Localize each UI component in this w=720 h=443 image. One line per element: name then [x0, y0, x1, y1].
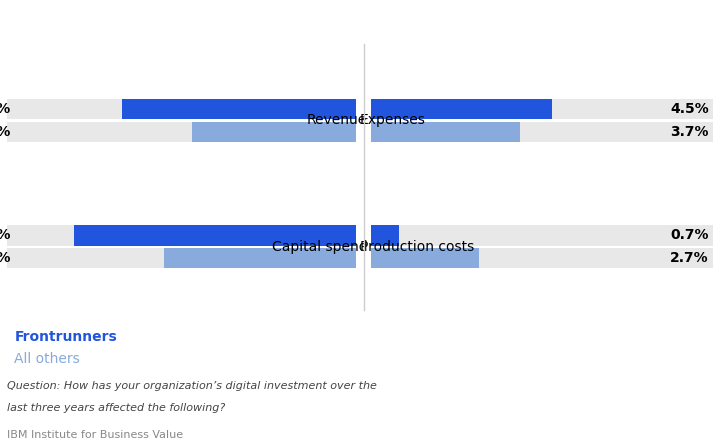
Bar	[73, 225, 356, 245]
Text: IBM Institute for Business Value: IBM Institute for Business Value	[7, 430, 184, 440]
Text: Revenue: Revenue	[307, 113, 367, 127]
Bar	[7, 99, 356, 119]
Text: -4.7%: -4.7%	[0, 124, 11, 139]
Bar	[7, 121, 356, 142]
Bar	[371, 225, 713, 245]
Text: Question: How has your organization’s digital investment over the: Question: How has your organization’s di…	[7, 381, 377, 391]
Text: Capital spend: Capital spend	[271, 240, 367, 254]
Bar	[371, 248, 480, 268]
Bar	[371, 248, 713, 268]
Bar	[7, 248, 356, 268]
Text: 4.5%: 4.5%	[670, 102, 708, 116]
Text: Frontrunners: Frontrunners	[14, 330, 117, 344]
Bar	[122, 99, 356, 119]
Bar	[371, 121, 713, 142]
Bar	[371, 121, 520, 142]
Text: 2.7%: 2.7%	[670, 251, 708, 265]
Bar	[7, 225, 356, 245]
Bar	[371, 99, 713, 119]
Bar	[371, 225, 399, 245]
Text: -5.5%: -5.5%	[0, 251, 11, 265]
Text: Production costs: Production costs	[360, 240, 474, 254]
Text: -8.1%: -8.1%	[0, 229, 11, 242]
Bar	[371, 99, 552, 119]
Text: last three years affected the following?: last three years affected the following?	[7, 403, 225, 413]
Text: 3.7%: 3.7%	[670, 124, 708, 139]
Text: 0.7%: 0.7%	[670, 229, 708, 242]
Bar	[164, 248, 356, 268]
Bar	[192, 121, 356, 142]
Text: Expenses: Expenses	[360, 113, 426, 127]
Text: -6.7%: -6.7%	[0, 102, 11, 116]
Text: All others: All others	[14, 352, 80, 366]
